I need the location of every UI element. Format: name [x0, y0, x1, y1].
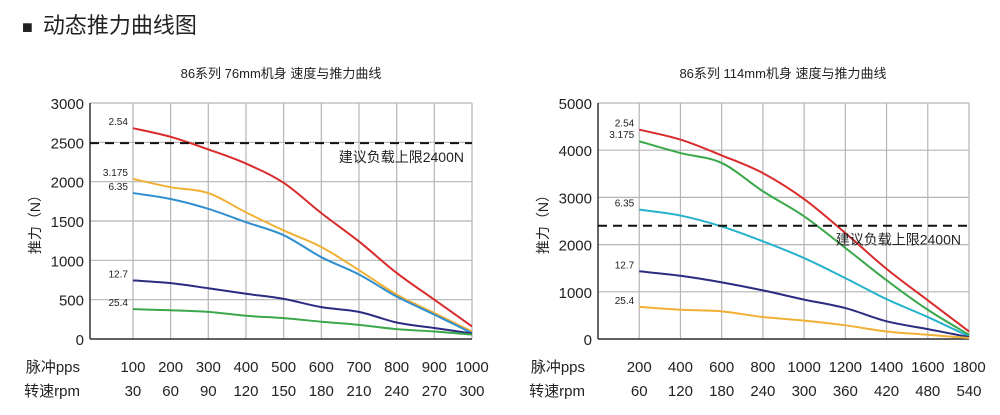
x-tick-label: 100: [120, 359, 145, 376]
series-line-3.175: [132, 177, 473, 333]
series-line-6.35: [639, 208, 970, 338]
x-tick-label: 800: [384, 359, 409, 376]
y-tick-label: 2000: [51, 175, 84, 192]
series-label: 6.35: [615, 199, 635, 210]
x-tick-label: 300: [792, 383, 817, 400]
x-tick-label: 600: [709, 359, 734, 376]
y-tick-label: 2500: [51, 135, 84, 152]
series-label: 3.175: [103, 168, 128, 179]
x-tick-label: 600: [309, 359, 334, 376]
page-title-text: 动态推力曲线图: [42, 13, 197, 38]
x-tick-label: 240: [750, 383, 775, 400]
x-tick-label: 200: [158, 359, 183, 376]
x-tick-label: 400: [668, 359, 693, 376]
chart-2: 86系列 114mm机身 速度与推力曲线 0 1000 2000 3000 4000 500…: [529, 66, 986, 400]
x-tick-label: 1000: [455, 359, 488, 376]
x-tick-label: 60: [162, 383, 179, 400]
series-label: 2.54: [615, 119, 635, 130]
x-tick-label: 180: [309, 383, 334, 400]
series-label: 25.4: [615, 296, 635, 307]
x-tick-label: 1400: [870, 359, 903, 376]
y-tick-label: 1000: [559, 285, 592, 302]
series-label: 2.54: [108, 117, 128, 128]
x-tick-label: 1600: [911, 359, 944, 376]
x-tick-label: 360: [833, 383, 858, 400]
y-tick-label: 500: [59, 293, 84, 310]
x-row-label: 转速rpm: [24, 383, 80, 400]
series-line-2.54: [638, 128, 970, 333]
y-axis-label: 推力（N）: [27, 188, 43, 254]
series-label: 3.175: [609, 130, 634, 141]
x-tick-label: 90: [200, 383, 217, 400]
series-line-3.175: [638, 140, 970, 336]
x-tick-label: 1200: [829, 359, 862, 376]
x-tick-label: 150: [271, 383, 296, 400]
y-axis-label: 推力（N）: [535, 188, 551, 254]
series-line-25.4: [639, 305, 970, 340]
x-tick-label: 540: [956, 383, 981, 400]
x-tick-label: 500: [271, 359, 296, 376]
x-tick-label: 60: [631, 383, 648, 400]
x-tick-label: 180: [709, 383, 734, 400]
x-tick-label: 270: [422, 383, 447, 400]
series-line-2.54: [132, 127, 473, 328]
series-line-25.4: [132, 308, 473, 336]
x-row-label: 转速rpm: [529, 383, 585, 400]
series-label: 25.4: [108, 298, 128, 309]
x-tick-label: 200: [627, 359, 652, 376]
series-label: 6.35: [108, 182, 128, 193]
y-tick-label: 3000: [51, 96, 84, 113]
x-tick-label: 120: [668, 383, 693, 400]
square-bullet-icon: ■: [22, 17, 33, 37]
x-tick-label: 1000: [787, 359, 820, 376]
y-tick-label: 3000: [559, 190, 592, 207]
chart-title: 86系列 76mm机身 速度与推力曲线: [181, 66, 382, 81]
y-tick-label: 2000: [559, 238, 592, 255]
series-label: 12.7: [615, 260, 635, 271]
x-tick-label: 300: [196, 359, 221, 376]
y-tick-label: 4000: [559, 143, 592, 160]
y-tick-label: 1000: [51, 253, 84, 270]
x-tick-label: 480: [915, 383, 940, 400]
x-tick-label: 420: [874, 383, 899, 400]
y-tick-label: 1500: [51, 214, 84, 231]
x-tick-label: 800: [750, 359, 775, 376]
x-tick-label: 900: [422, 359, 447, 376]
series-line-12.7: [639, 270, 970, 339]
x-row-label: 脉冲pps: [531, 359, 585, 376]
series-line-6.35: [132, 192, 473, 334]
y-tick-label: 0: [76, 332, 84, 349]
x-tick-label: 30: [125, 383, 142, 400]
x-tick-label: 700: [346, 359, 371, 376]
chart-title: 86系列 114mm机身 速度与推力曲线: [679, 66, 886, 81]
x-tick-label: 120: [233, 383, 258, 400]
y-tick-label: 0: [584, 332, 592, 349]
x-tick-label: 210: [346, 383, 371, 400]
x-row-label: 脉冲pps: [26, 359, 80, 376]
x-tick-label: 1800: [952, 359, 985, 376]
chart-1: 86系列 76mm机身 速度与推力曲线 0 500 1000 1500 2000 2500 3…: [24, 66, 489, 400]
x-tick-label: 400: [233, 359, 258, 376]
load-limit-label: 建议负载上限2400N: [339, 149, 464, 165]
series-label: 12.7: [108, 269, 128, 280]
page-title: ■ 动态推力曲线图: [22, 8, 197, 40]
series-line-12.7: [132, 279, 473, 335]
load-limit-label: 建议负载上限2400N: [836, 232, 961, 248]
x-tick-label: 300: [459, 383, 484, 400]
x-tick-label: 240: [384, 383, 409, 400]
y-tick-label: 5000: [559, 96, 592, 113]
